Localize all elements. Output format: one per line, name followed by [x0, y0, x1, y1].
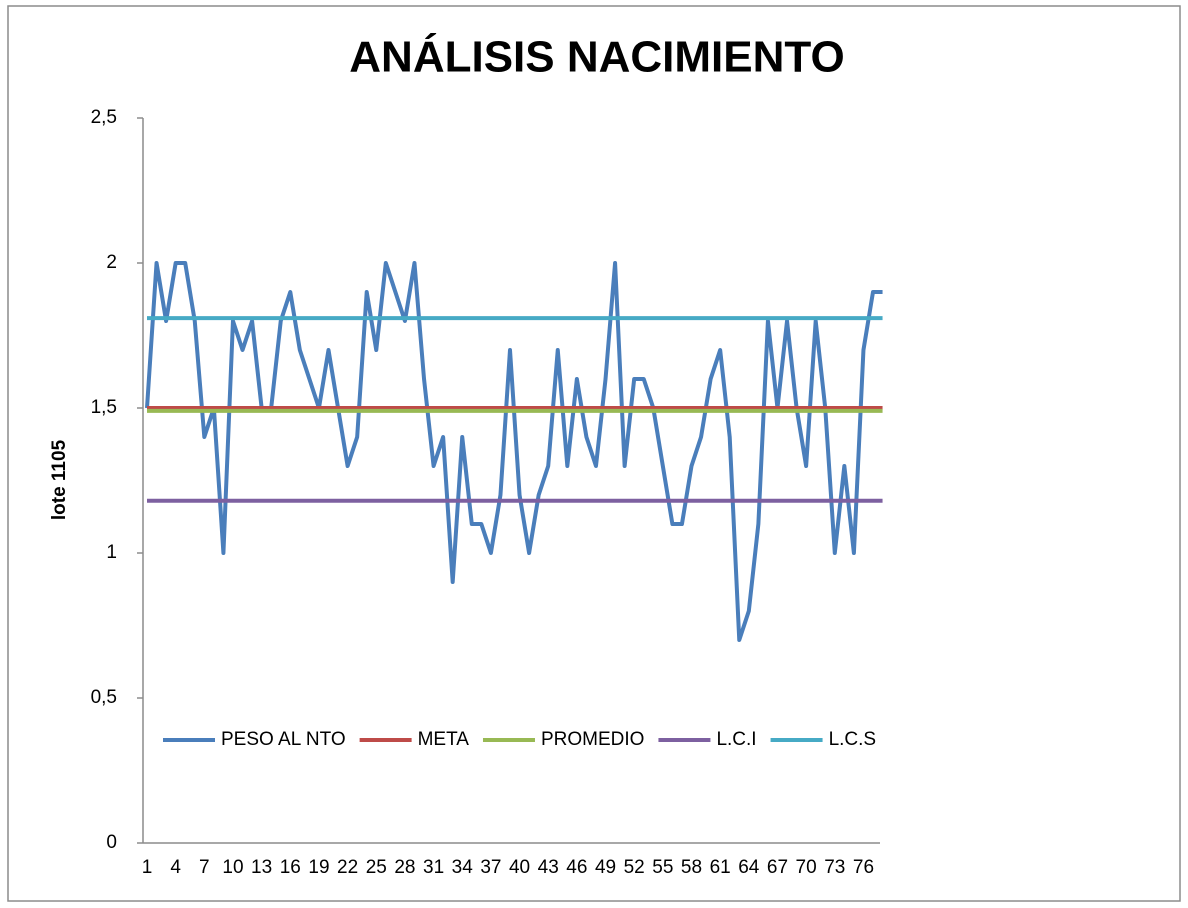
- y-axis-label: lote 1105: [49, 439, 70, 520]
- chart-title: ANÁLISIS NACIMIENTO: [349, 32, 844, 82]
- y-tick-label: 2,5: [91, 107, 117, 128]
- y-tick-label: 1: [106, 542, 117, 563]
- x-tick-label: 19: [308, 857, 329, 878]
- x-tick-label: 34: [452, 857, 474, 878]
- y-tick-label: 0,5: [91, 687, 117, 708]
- x-tick-label: 61: [710, 857, 731, 878]
- x-tick-label: 64: [738, 857, 760, 878]
- legend-label: PESO AL NTO: [221, 729, 346, 750]
- x-tick-label: 40: [509, 857, 530, 878]
- x-tick-label: 10: [222, 857, 243, 878]
- legend-label: META: [418, 729, 470, 750]
- x-tick-label: 43: [538, 857, 559, 878]
- x-tick-label: 70: [796, 857, 817, 878]
- x-tick-label: 22: [337, 857, 358, 878]
- x-tick-label: 55: [652, 857, 673, 878]
- y-tick-label: 1,5: [91, 397, 117, 418]
- y-tick-label: 2: [106, 252, 117, 273]
- x-tick-label: 37: [480, 857, 501, 878]
- x-tick-label: 1: [142, 857, 153, 878]
- x-tick-label: 67: [767, 857, 788, 878]
- y-tick-label: 0: [106, 832, 117, 853]
- legend-label: PROMEDIO: [541, 729, 644, 750]
- x-tick-label: 7: [199, 857, 210, 878]
- x-tick-label: 58: [681, 857, 702, 878]
- x-tick-label: 31: [423, 857, 444, 878]
- x-tick-label: 28: [394, 857, 415, 878]
- x-tick-label: 52: [624, 857, 645, 878]
- x-tick-label: 16: [280, 857, 301, 878]
- x-tick-label: 49: [595, 857, 616, 878]
- x-tick-label: 73: [824, 857, 845, 878]
- x-tick-label: 46: [566, 857, 587, 878]
- x-tick-label: 76: [853, 857, 874, 878]
- legend-label: L.C.S: [829, 729, 877, 750]
- x-tick-label: 25: [366, 857, 387, 878]
- x-tick-label: 4: [170, 857, 181, 878]
- chart-frame: [7, 5, 1181, 902]
- x-tick-label: 13: [251, 857, 272, 878]
- legend-label: L.C.I: [716, 729, 756, 750]
